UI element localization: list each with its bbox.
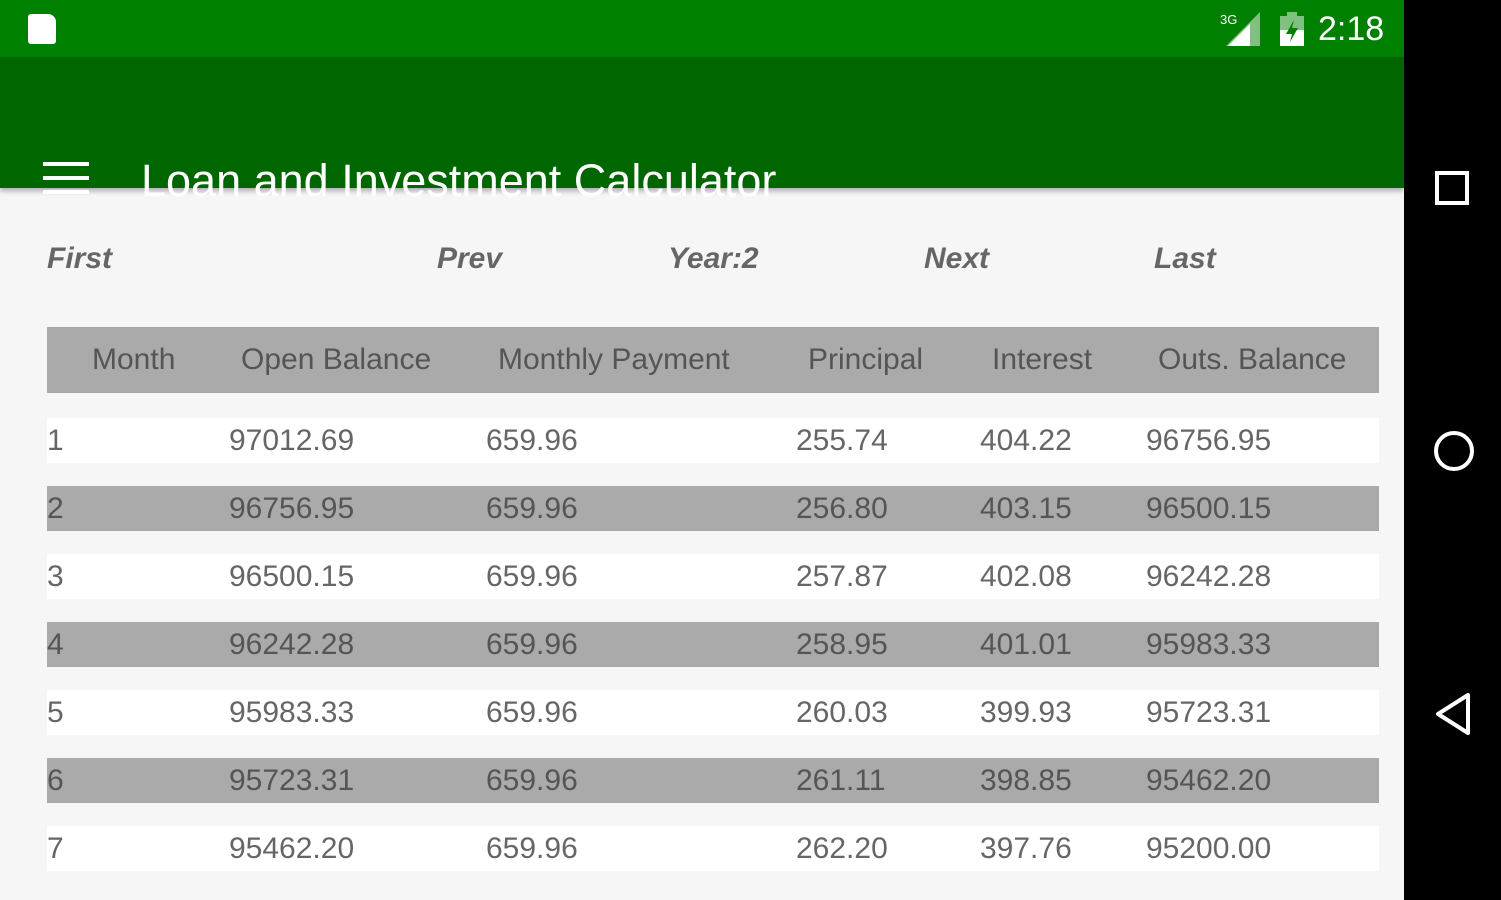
hamburger-menu-icon[interactable] [43, 162, 89, 196]
app-bar: Loan and Investment Calculator [0, 57, 1404, 206]
cell-principal: 258.95 [796, 628, 888, 661]
table-row: 2 96756.95 659.96 256.80 403.15 96500.15 [47, 486, 1379, 531]
table-row: 7 95462.20 659.96 262.20 397.76 95200.00 [47, 826, 1379, 871]
cell-monthly-payment: 659.96 [486, 424, 578, 457]
cell-open-balance: 97012.69 [229, 424, 355, 457]
cell-principal: 261.11 [796, 764, 886, 797]
cell-principal: 262.20 [796, 832, 888, 865]
cell-outs-balance: 95462.20 [1146, 764, 1272, 797]
back-button-icon[interactable] [1434, 692, 1474, 736]
table-row: 1 97012.69 659.96 255.74 404.22 96756.95 [47, 418, 1379, 463]
cell-monthly-payment: 659.96 [486, 764, 578, 797]
cell-outs-balance: 95723.31 [1146, 696, 1272, 729]
cell-monthly-payment: 659.96 [486, 628, 578, 661]
cell-open-balance: 96500.15 [229, 560, 355, 593]
table-row: 3 96500.15 659.96 257.87 402.08 96242.28 [47, 554, 1379, 599]
cell-principal: 260.03 [796, 696, 888, 729]
app-title: Loan and Investment Calculator [141, 155, 777, 206]
cell-open-balance: 96756.95 [229, 492, 355, 525]
cell-outs-balance: 95983.33 [1146, 628, 1272, 661]
last-button[interactable]: Last [1154, 242, 1216, 275]
cell-outs-balance: 96500.15 [1146, 492, 1272, 525]
header-open-balance: Open Balance [241, 343, 432, 376]
cell-principal: 257.87 [796, 560, 888, 593]
year-label: Year:2 [668, 242, 759, 275]
cell-interest: 398.85 [980, 764, 1072, 797]
cell-outs-balance: 96242.28 [1146, 560, 1272, 593]
cell-interest: 403.15 [980, 492, 1072, 525]
cell-interest: 401.01 [980, 628, 1072, 661]
cell-principal: 255.74 [796, 424, 888, 457]
cell-month: 2 [47, 492, 64, 525]
cell-open-balance: 95983.33 [229, 696, 355, 729]
cell-monthly-payment: 659.96 [486, 696, 578, 729]
cell-interest: 397.76 [980, 832, 1072, 865]
recents-button-icon[interactable] [1434, 170, 1470, 206]
cell-month: 7 [47, 832, 64, 865]
signal-icon: 3G [1220, 12, 1260, 46]
home-button-icon[interactable] [1432, 429, 1476, 473]
header-interest: Interest [992, 343, 1093, 376]
cell-monthly-payment: 659.96 [486, 832, 578, 865]
cell-month: 3 [47, 560, 64, 593]
header-principal: Principal [808, 343, 924, 376]
header-month: Month [92, 343, 176, 376]
cell-month: 6 [47, 764, 64, 797]
navigation-bar [1404, 0, 1501, 900]
header-monthly-payment: Monthly Payment [498, 343, 730, 376]
cell-month: 1 [47, 424, 64, 457]
status-bar: 3G 2:18 [0, 0, 1404, 57]
clock: 2:18 [1318, 10, 1385, 48]
cell-outs-balance: 95200.00 [1146, 832, 1272, 865]
next-button[interactable]: Next [924, 242, 990, 275]
battery-charging-icon [1280, 12, 1304, 46]
prev-button[interactable]: Prev [437, 242, 503, 275]
table-row: 5 95983.33 659.96 260.03 399.93 95723.31 [47, 690, 1379, 735]
cell-month: 4 [47, 628, 64, 661]
cell-open-balance: 96242.28 [229, 628, 355, 661]
cell-open-balance: 95462.20 [229, 832, 355, 865]
cell-monthly-payment: 659.96 [486, 492, 578, 525]
cell-interest: 399.93 [980, 696, 1072, 729]
sd-card-icon [28, 14, 56, 44]
first-button[interactable]: First [47, 242, 113, 275]
cell-month: 5 [47, 696, 64, 729]
cell-interest: 402.08 [980, 560, 1072, 593]
cell-open-balance: 95723.31 [229, 764, 355, 797]
table-row: 4 96242.28 659.96 258.95 401.01 95983.33 [47, 622, 1379, 667]
cell-outs-balance: 96756.95 [1146, 424, 1272, 457]
cell-principal: 256.80 [796, 492, 888, 525]
cell-interest: 404.22 [980, 424, 1072, 457]
header-outs-balance: Outs. Balance [1158, 343, 1347, 376]
cell-monthly-payment: 659.96 [486, 560, 578, 593]
table-header: Month Open Balance Monthly Payment Princ… [47, 327, 1379, 393]
table-row: 6 95723.31 659.96 261.11 398.85 95462.20 [47, 758, 1379, 803]
network-type: 3G [1220, 12, 1237, 27]
